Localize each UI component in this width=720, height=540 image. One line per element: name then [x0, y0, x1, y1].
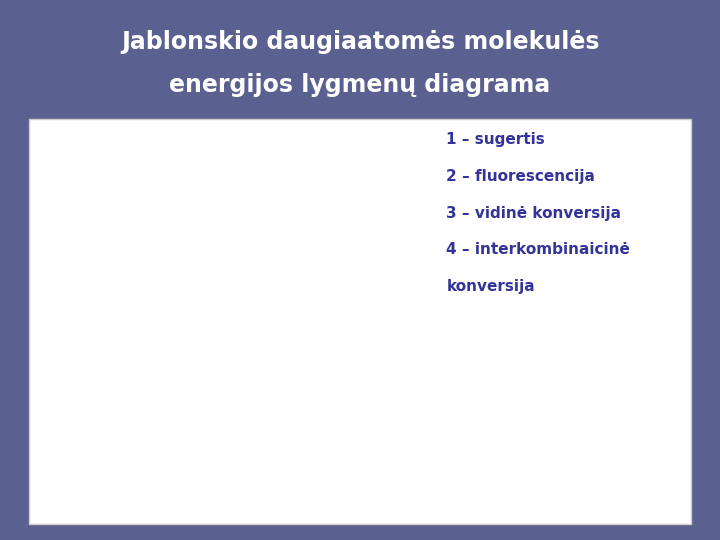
Text: 4: 4 [271, 307, 282, 325]
Text: konversija: konversija [446, 279, 535, 294]
Text: 2 – fluorescencija: 2 – fluorescencija [446, 169, 595, 184]
Text: 3: 3 [233, 199, 244, 217]
Text: 1: 1 [149, 388, 161, 406]
Text: $\mathbf{T_1}$: $\mathbf{T_1}$ [398, 359, 423, 380]
Text: 3: 3 [222, 368, 235, 386]
Text: ENERGIJA: ENERGIJA [37, 297, 50, 363]
Text: 3 – vidinė konversija: 3 – vidinė konversija [446, 206, 621, 221]
Text: 1 – sugertis: 1 – sugertis [446, 132, 545, 147]
Text: Jablonskio daugiaatomės molekulės: Jablonskio daugiaatomės molekulės [121, 30, 599, 53]
Text: $\mathbf{S_2}$: $\mathbf{S_2}$ [63, 220, 87, 241]
Text: $\mathbf{S_n}$: $\mathbf{S_n}$ [62, 167, 87, 188]
Text: 4 – interkombinaicinė: 4 – interkombinaicinė [446, 242, 630, 258]
Text: energijos lygmenų diagrama: energijos lygmenų diagrama [169, 73, 551, 97]
Text: $\mathbf{S_1}$: $\mathbf{S_1}$ [62, 273, 87, 295]
Text: 2: 2 [193, 388, 204, 406]
Text: $\mathbf{S_0}$: $\mathbf{S_0}$ [62, 465, 87, 487]
